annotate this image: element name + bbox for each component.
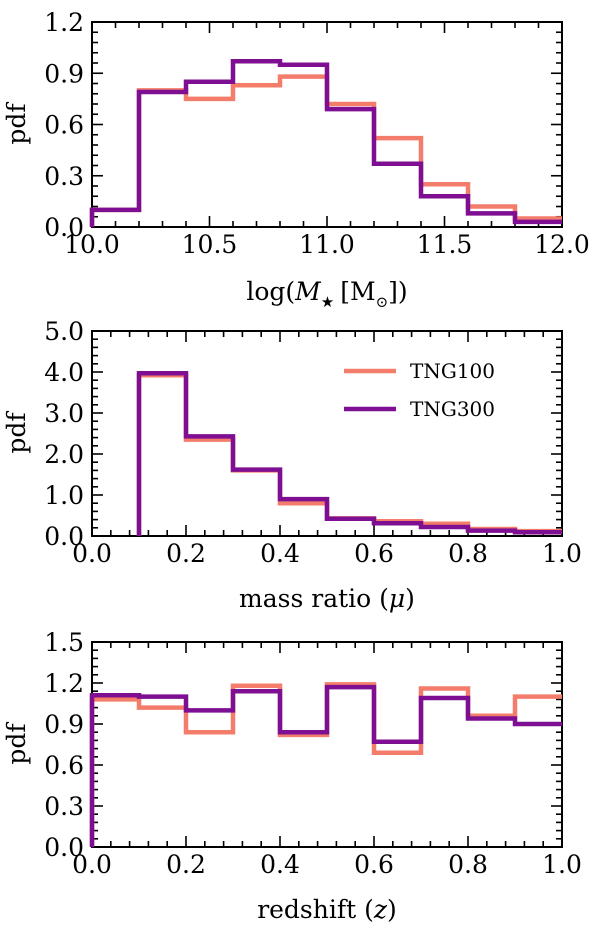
y-tick-labels: 0.0 1.0 2.0 3.0 4.0 5.0 (44, 317, 84, 551)
legend-label-tng100: TNG100 (410, 359, 495, 383)
x-tick-labels: 10.0 10.5 11.0 11.5 12.0 (64, 230, 590, 259)
x-tick-label: 1.0 (542, 850, 582, 879)
y-axis-label: pdf (2, 722, 31, 765)
y-tick-label: 1.5 (44, 628, 84, 657)
y-tick-labels: 0.0 0.3 0.6 0.9 1.2 (44, 8, 84, 242)
x-axis-label: redshift (z) (257, 895, 397, 924)
y-axis-label: pdf (2, 102, 31, 145)
y-tick-labels: 0.0 0.3 0.6 0.9 1.2 1.5 (44, 628, 84, 862)
x-tick-label: 0.8 (448, 539, 488, 568)
x-tick-label: 0.8 (448, 850, 488, 879)
plot-frame (91, 21, 563, 228)
y-tick-label: 0.6 (44, 111, 84, 140)
x-tick-label: 12.0 (534, 230, 590, 259)
series-lines (89, 682, 562, 847)
x-tick-labels: 0.0 0.2 0.4 0.6 0.8 1.0 (72, 539, 582, 568)
legend-label-tng300: TNG300 (410, 397, 495, 421)
x-tick-label: 0.0 (72, 850, 112, 879)
series-tng300 (89, 684, 562, 847)
y-tick-label: 0.6 (44, 751, 84, 780)
series-lines (89, 59, 562, 227)
y-tick-label: 3.0 (44, 399, 84, 428)
x-tick-label: 0.0 (72, 539, 112, 568)
x-tick-label: 10.0 (64, 230, 120, 259)
x-tick-label: 0.6 (354, 850, 394, 879)
x-tick-label: 0.6 (354, 539, 394, 568)
plot-frame (91, 641, 563, 848)
y-tick-label: 1.2 (44, 669, 84, 698)
y-tick-label: 4.0 (44, 358, 84, 387)
y-tick-label: 0.9 (44, 59, 84, 88)
tick-marks (91, 21, 563, 228)
x-tick-label: 0.2 (166, 539, 206, 568)
y-tick-label: 0.3 (44, 162, 84, 191)
x-tick-label: 0.4 (260, 850, 300, 879)
redshift-panel: 0.0 0.2 0.4 0.6 0.8 1.0 0.0 0.3 0.6 0.9 1.2 1.5 re… (2, 628, 582, 924)
series-tng300 (136, 370, 562, 536)
x-axis-label: log(M★ [M⊙]) (246, 277, 407, 311)
y-tick-label: 1.0 (44, 481, 84, 510)
stellar-mass-panel: 10.0 10.5 11.0 11.5 12.0 0.0 0.3 0.6 0.9 1.2 log… (2, 8, 590, 311)
series-tng100 (136, 373, 562, 536)
x-tick-label: 0.4 (260, 539, 300, 568)
series-tng300 (89, 59, 562, 227)
mass-ratio-panel: 0.0 0.2 0.4 0.6 0.8 1.0 0.0 1.0 2.0 3.0 4.0 5.0 TN… (2, 317, 582, 613)
y-tick-label: 0.3 (44, 792, 84, 821)
y-tick-label: 0.9 (44, 710, 84, 739)
y-axis-label: pdf (2, 411, 31, 454)
x-tick-label: 1.0 (542, 539, 582, 568)
plot-frame (91, 330, 563, 537)
y-tick-label: 0.0 (44, 833, 84, 862)
y-tick-label: 5.0 (44, 317, 84, 346)
tick-marks (91, 641, 563, 848)
legend: TNG100 TNG300 (344, 359, 495, 421)
x-axis-label: mass ratio (μ) (239, 584, 415, 613)
x-tick-label: 11.5 (417, 230, 473, 259)
y-tick-label: 2.0 (44, 440, 84, 469)
y-tick-label: 0.0 (44, 522, 84, 551)
x-tick-label: 0.2 (166, 850, 206, 879)
series-lines (136, 370, 562, 536)
y-tick-label: 1.2 (44, 8, 84, 37)
x-tick-label: 10.5 (182, 230, 238, 259)
x-tick-label: 11.0 (299, 230, 355, 259)
x-tick-labels: 0.0 0.2 0.4 0.6 0.8 1.0 (72, 850, 582, 879)
y-tick-label: 0.0 (44, 213, 84, 242)
